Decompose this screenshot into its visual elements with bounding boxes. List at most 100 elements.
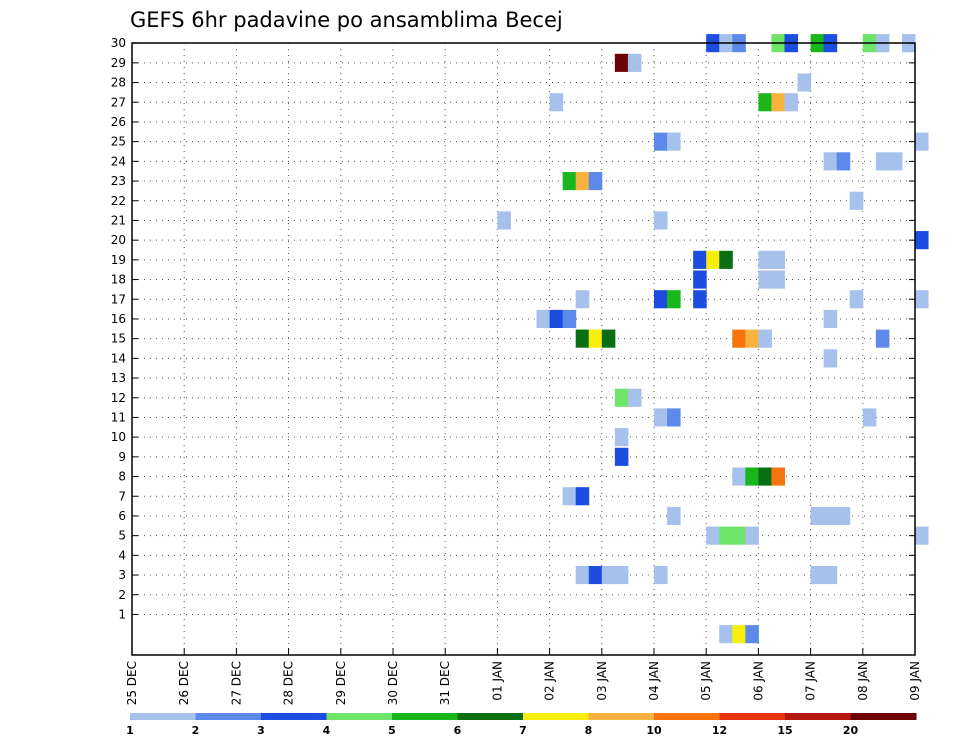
precip-cell <box>575 171 590 191</box>
precip-cell <box>810 565 825 585</box>
x-tick-label: 06 JAN <box>751 661 765 701</box>
legend-label: 5 <box>388 724 396 737</box>
precip-cell <box>823 152 838 171</box>
precip-cell <box>706 250 720 269</box>
y-tick-label: 18 <box>111 273 126 287</box>
precip-cell <box>849 290 864 309</box>
precip-cell <box>667 290 681 309</box>
precip-cell <box>536 309 551 329</box>
color-legend: 1 2 3 4 5 6 7 8 10 12 15 20 <box>126 713 917 737</box>
precip-cell <box>693 250 707 269</box>
x-tick-label: 01 JAN <box>490 661 504 701</box>
precip-cell <box>771 250 785 269</box>
y-tick-labels: 1234567891011121314151617181920212223242… <box>111 36 126 621</box>
legend-label: 10 <box>646 724 662 737</box>
precip-cell <box>915 526 929 545</box>
precip-cell <box>836 506 851 526</box>
x-tick-label: 26 DEC <box>177 661 191 705</box>
precip-cell <box>745 625 759 644</box>
legend-label: 12 <box>712 724 727 737</box>
y-tick-label: 30 <box>111 36 126 50</box>
legend-swatch <box>785 713 851 720</box>
x-tick-label: 29 DEC <box>334 661 348 705</box>
y-tick-label: 2 <box>118 588 126 602</box>
precip-cell <box>562 171 577 191</box>
x-tick-label: 09 JAN <box>908 661 922 701</box>
y-tick-label: 25 <box>111 135 126 149</box>
precip-cell <box>732 625 746 644</box>
y-tick-label: 5 <box>118 529 126 543</box>
precip-cell <box>758 467 772 486</box>
legend-swatch <box>195 713 262 720</box>
y-tick-label: 23 <box>111 174 126 188</box>
y-tick-label: 6 <box>118 509 126 523</box>
precip-cell <box>771 270 785 289</box>
precip-cell <box>654 565 668 585</box>
precip-cell <box>654 132 668 151</box>
y-tick-label: 4 <box>118 548 126 562</box>
legend-label: 20 <box>843 724 859 737</box>
y-tick-label: 28 <box>111 76 126 90</box>
legend-swatch <box>523 713 589 720</box>
precip-cell <box>654 408 668 427</box>
x-tick-label: 05 JAN <box>699 661 713 701</box>
precip-cell <box>888 152 903 171</box>
legend-swatch <box>654 713 720 720</box>
precip-cell <box>549 309 564 329</box>
legend-label: 6 <box>454 724 462 737</box>
precip-cell <box>810 506 825 526</box>
precip-cell <box>915 231 929 250</box>
y-tick-label: 10 <box>111 430 126 444</box>
legend-swatch <box>588 713 655 720</box>
y-tick-label: 14 <box>111 351 126 365</box>
y-tick-label: 27 <box>111 95 126 109</box>
y-tick-label: 26 <box>111 115 126 129</box>
precip-cell <box>849 191 864 210</box>
tick-marks <box>131 42 916 655</box>
precip-cell <box>758 270 772 289</box>
y-tick-label: 17 <box>111 292 126 306</box>
precip-cell <box>823 506 838 526</box>
precip-cell <box>601 329 616 348</box>
precip-cell <box>862 408 877 427</box>
precip-cell <box>823 309 838 329</box>
x-tick-labels: 25 DEC 26 DEC 27 DEC 28 DEC 29 DEC 30 DEC 31 D… <box>125 661 922 705</box>
y-tick-label: 3 <box>118 568 126 582</box>
x-tick-label: 02 JAN <box>543 661 557 701</box>
y-tick-label: 7 <box>118 489 126 503</box>
y-tick-label: 19 <box>111 253 126 267</box>
precip-cell <box>758 250 772 269</box>
precip-cell <box>614 565 629 585</box>
precip-cell <box>588 171 603 191</box>
precip-cell <box>719 625 733 644</box>
precip-cell <box>627 53 642 72</box>
legend-label: 15 <box>777 724 792 737</box>
legend-swatch <box>261 713 327 720</box>
precip-cell <box>732 329 746 348</box>
x-tick-label: 03 JAN <box>595 661 609 701</box>
precip-cell <box>575 565 590 585</box>
y-tick-label: 11 <box>111 410 126 424</box>
precip-cell <box>575 329 590 348</box>
y-tick-label: 9 <box>118 450 126 464</box>
y-tick-label: 1 <box>118 607 126 621</box>
precip-cell <box>784 93 799 112</box>
precip-cell <box>758 329 772 348</box>
legend-swatch <box>326 713 393 720</box>
precip-cell <box>614 53 629 72</box>
precip-cell <box>915 290 929 309</box>
precip-cell <box>614 428 629 447</box>
y-tick-label: 20 <box>111 233 126 247</box>
y-tick-label: 29 <box>111 56 126 70</box>
legend-label: 1 <box>126 724 134 737</box>
precip-cell <box>797 73 812 92</box>
legend-label: 2 <box>192 724 200 737</box>
precip-cell <box>836 152 851 171</box>
precip-cell <box>745 467 759 486</box>
precip-cell <box>706 526 720 545</box>
precip-cell <box>732 526 746 545</box>
precip-cell <box>588 329 603 348</box>
x-tick-label: 31 DEC <box>438 661 452 705</box>
precip-cell <box>719 526 733 545</box>
